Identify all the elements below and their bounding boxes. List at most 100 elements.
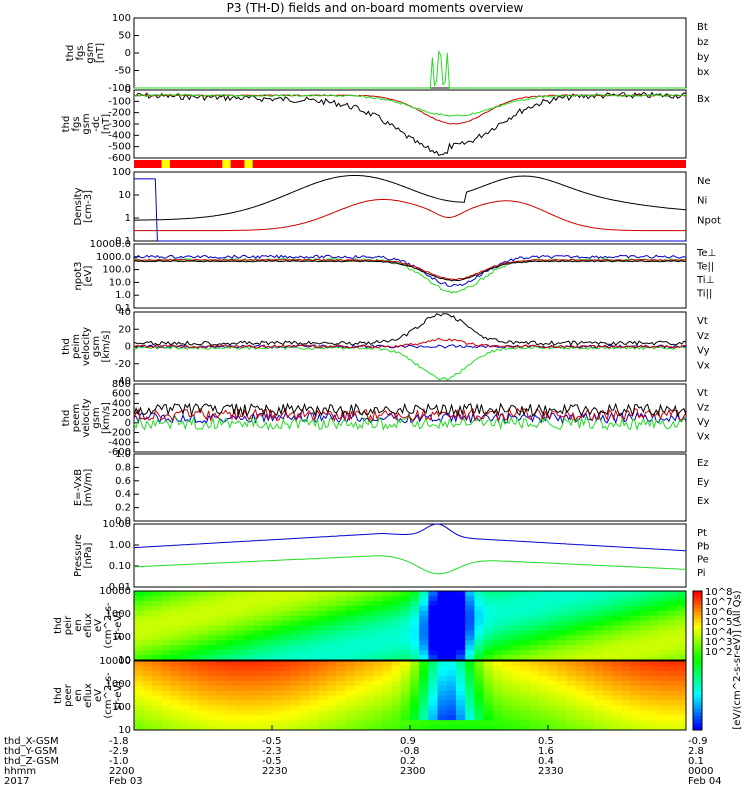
- heatmap-cell: [621, 710, 632, 716]
- heatmap-cell: [630, 645, 641, 651]
- heatmap-cell: [640, 605, 650, 612]
- heatmap-cell: [446, 591, 457, 597]
- heatmap-cell: [428, 675, 439, 682]
- heatmap-cell: [373, 675, 383, 682]
- x-tick-label: -2.9: [109, 746, 129, 757]
- heatmap-cell: [327, 685, 337, 692]
- heatmap-cell: [253, 695, 264, 701]
- heatmap-cell: [327, 661, 337, 667]
- heatmap-cell: [584, 705, 595, 711]
- heatmap-cell: [465, 625, 475, 631]
- heatmap-cell: [575, 595, 586, 602]
- heatmap-cell: [538, 695, 549, 701]
- heatmap-cell: [318, 620, 328, 626]
- heatmap-cell: [446, 600, 457, 607]
- heatmap-cell: [170, 685, 181, 692]
- heatmap-cell: [502, 640, 512, 646]
- heatmap-cell: [419, 655, 429, 661]
- heatmap-cell: [419, 610, 429, 617]
- heatmap-cell: [345, 615, 356, 622]
- heatmap-cell: [318, 675, 328, 682]
- heatmap-cell: [621, 725, 632, 731]
- heatmap-cell: [456, 650, 466, 656]
- heatmap-cell: [299, 620, 310, 626]
- heatmap-cell: [428, 670, 439, 677]
- heatmap-cell: [529, 700, 540, 706]
- heatmap-cell: [382, 650, 393, 656]
- heatmap-cell: [180, 680, 190, 687]
- heatmap-cell: [557, 700, 567, 706]
- x-tick-label: Feb 03: [109, 776, 143, 787]
- y-axis-label: thd: [53, 687, 64, 704]
- heatmap-cell: [667, 640, 678, 646]
- heatmap-cell: [161, 661, 172, 667]
- heatmap-cell: [327, 635, 337, 641]
- heatmap-cell: [400, 645, 411, 651]
- heatmap-cell: [511, 635, 521, 641]
- heatmap-cell: [262, 650, 273, 656]
- heatmap-cell: [226, 715, 236, 721]
- heatmap-cell: [391, 635, 402, 641]
- y-tick-label: 800: [112, 379, 131, 390]
- heatmap-cell: [161, 655, 172, 661]
- heatmap-cell: [272, 675, 282, 682]
- heatmap-cell: [226, 600, 236, 607]
- heatmap-cell: [566, 640, 577, 646]
- heatmap-cell: [198, 655, 209, 661]
- heatmap-cell: [676, 605, 687, 612]
- legend-entry: Vt: [697, 388, 708, 399]
- heatmap-cell: [281, 620, 291, 626]
- y-tick-label: 20: [118, 324, 131, 335]
- ti-perp-series: [133, 254, 687, 287]
- heatmap-cell: [502, 625, 512, 631]
- heatmap-cell: [152, 725, 163, 731]
- heatmap-cell: [658, 725, 669, 731]
- heatmap-cell: [437, 700, 448, 706]
- heatmap-cell: [474, 710, 485, 716]
- heatmap-cell: [511, 645, 521, 651]
- heatmap-cell: [134, 625, 144, 631]
- heatmap-cell: [474, 605, 485, 612]
- heatmap-cell: [437, 670, 448, 677]
- heatmap-cell: [566, 635, 577, 641]
- heatmap-cell: [318, 591, 328, 597]
- y-tick-label: -500: [108, 142, 131, 153]
- y-axis-label: [km/s]: [101, 402, 112, 434]
- heatmap-cell: [630, 720, 641, 726]
- heatmap-cell: [253, 605, 264, 612]
- heatmap-cell: [318, 685, 328, 692]
- heatmap-cell: [327, 630, 337, 636]
- heatmap-cell: [584, 600, 595, 607]
- heatmap-cell: [170, 620, 181, 626]
- heatmap-cell: [511, 625, 521, 631]
- heatmap-cell: [134, 675, 144, 682]
- heatmap-cell: [465, 591, 475, 597]
- heatmap-cell: [290, 655, 301, 661]
- heatmap-cell: [226, 610, 236, 617]
- heatmap-cell: [667, 600, 678, 607]
- heatmap-cell: [667, 591, 678, 597]
- legend-entry: Ni: [697, 196, 707, 207]
- heatmap-cell: [520, 690, 531, 696]
- legend-entry: Bx: [697, 94, 710, 105]
- heatmap-cell: [465, 650, 475, 656]
- heatmap-cell: [410, 605, 420, 612]
- heatmap-cell: [180, 725, 190, 731]
- colorbar-cell: [693, 608, 702, 613]
- heatmap-cell: [198, 605, 209, 612]
- heatmap-cell: [649, 650, 659, 656]
- heatmap-cell: [327, 705, 337, 711]
- heatmap-cell: [557, 595, 567, 602]
- heatmap-cell: [299, 600, 310, 607]
- heatmap-cell: [235, 715, 245, 721]
- y-axis-label: (cm^2-s-: [103, 602, 114, 649]
- heatmap-cell: [382, 700, 393, 706]
- heatmap-cell: [502, 635, 512, 641]
- heatmap-cell: [529, 591, 540, 597]
- heatmap-cell: [336, 695, 347, 701]
- heatmap-cell: [373, 630, 383, 636]
- heatmap-cell: [584, 655, 595, 661]
- heatmap-cell: [410, 680, 420, 687]
- heatmap-cell: [446, 595, 457, 602]
- heatmap-cell: [198, 695, 209, 701]
